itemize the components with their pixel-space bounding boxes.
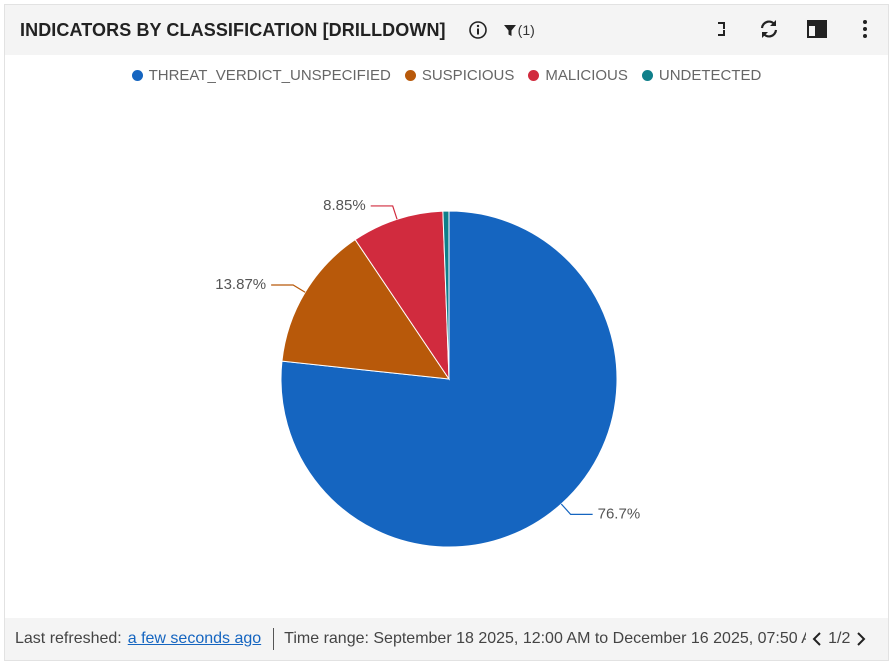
leader-line (560, 503, 593, 515)
legend-label: SUSPICIOUS (421, 67, 515, 84)
header: INDICATORS BY CLASSIFICATION [DRILLDOWN]… (5, 5, 888, 55)
legend-label: MALICIOUS (545, 67, 628, 84)
more-icon[interactable] (854, 18, 876, 40)
pie-slice (354, 210, 450, 381)
toolbar (710, 18, 876, 40)
legend-label: UNDETECTED (658, 67, 762, 84)
separator (273, 628, 275, 650)
refreshed-link[interactable]: a few seconds ago (127, 630, 262, 647)
refresh-icon[interactable] (758, 18, 780, 40)
data-label: 8.85% (323, 197, 366, 214)
layout-icon[interactable] (806, 18, 828, 40)
time-range: Time range: September 18 2025, 12:00 AM … (284, 630, 807, 647)
data-label: 13.87% (215, 276, 266, 293)
legend-item[interactable]: SUSPICIOUS (404, 67, 515, 84)
legend-item[interactable]: MALICIOUS (528, 67, 628, 84)
leader-line (271, 284, 306, 293)
expand-icon[interactable] (710, 18, 732, 40)
legend-swatch (528, 70, 540, 81)
info-icon[interactable] (468, 20, 488, 40)
prev-page[interactable] (810, 631, 824, 647)
chart: 76.7% 13.87% 8.85% (215, 197, 641, 548)
refreshed-label: Last refreshed: (15, 630, 122, 647)
leader-line (370, 205, 398, 220)
filter-icon (503, 25, 516, 36)
legend-label: THREAT_VERDICT_UNSPECIFIED (148, 67, 391, 84)
data-label: 76.7% (598, 505, 641, 522)
legend-item[interactable]: UNDETECTED (641, 67, 762, 84)
next-page[interactable] (854, 631, 868, 647)
pie-slice (442, 210, 450, 380)
filter[interactable]: (1) (502, 22, 535, 38)
footer: Last refreshed: a few seconds ago Time r… (5, 618, 888, 660)
legend: THREAT_VERDICT_UNSPECIFIED SUSPICIOUS MALI… (5, 67, 888, 84)
pager: 1/2 (810, 630, 868, 648)
page-indicator: 1/2 (828, 630, 851, 647)
widget: INDICATORS BY CLASSIFICATION [DRILLDOWN]… (4, 4, 889, 661)
widget-title: INDICATORS BY CLASSIFICATION [DRILLDOWN] (20, 19, 446, 40)
filter-count: (1) (517, 22, 535, 38)
legend-swatch (404, 70, 416, 81)
legend-swatch (641, 70, 653, 81)
legend-item[interactable]: THREAT_VERDICT_UNSPECIFIED (131, 67, 391, 84)
pie-slice (280, 210, 618, 548)
legend-swatch (131, 70, 143, 81)
